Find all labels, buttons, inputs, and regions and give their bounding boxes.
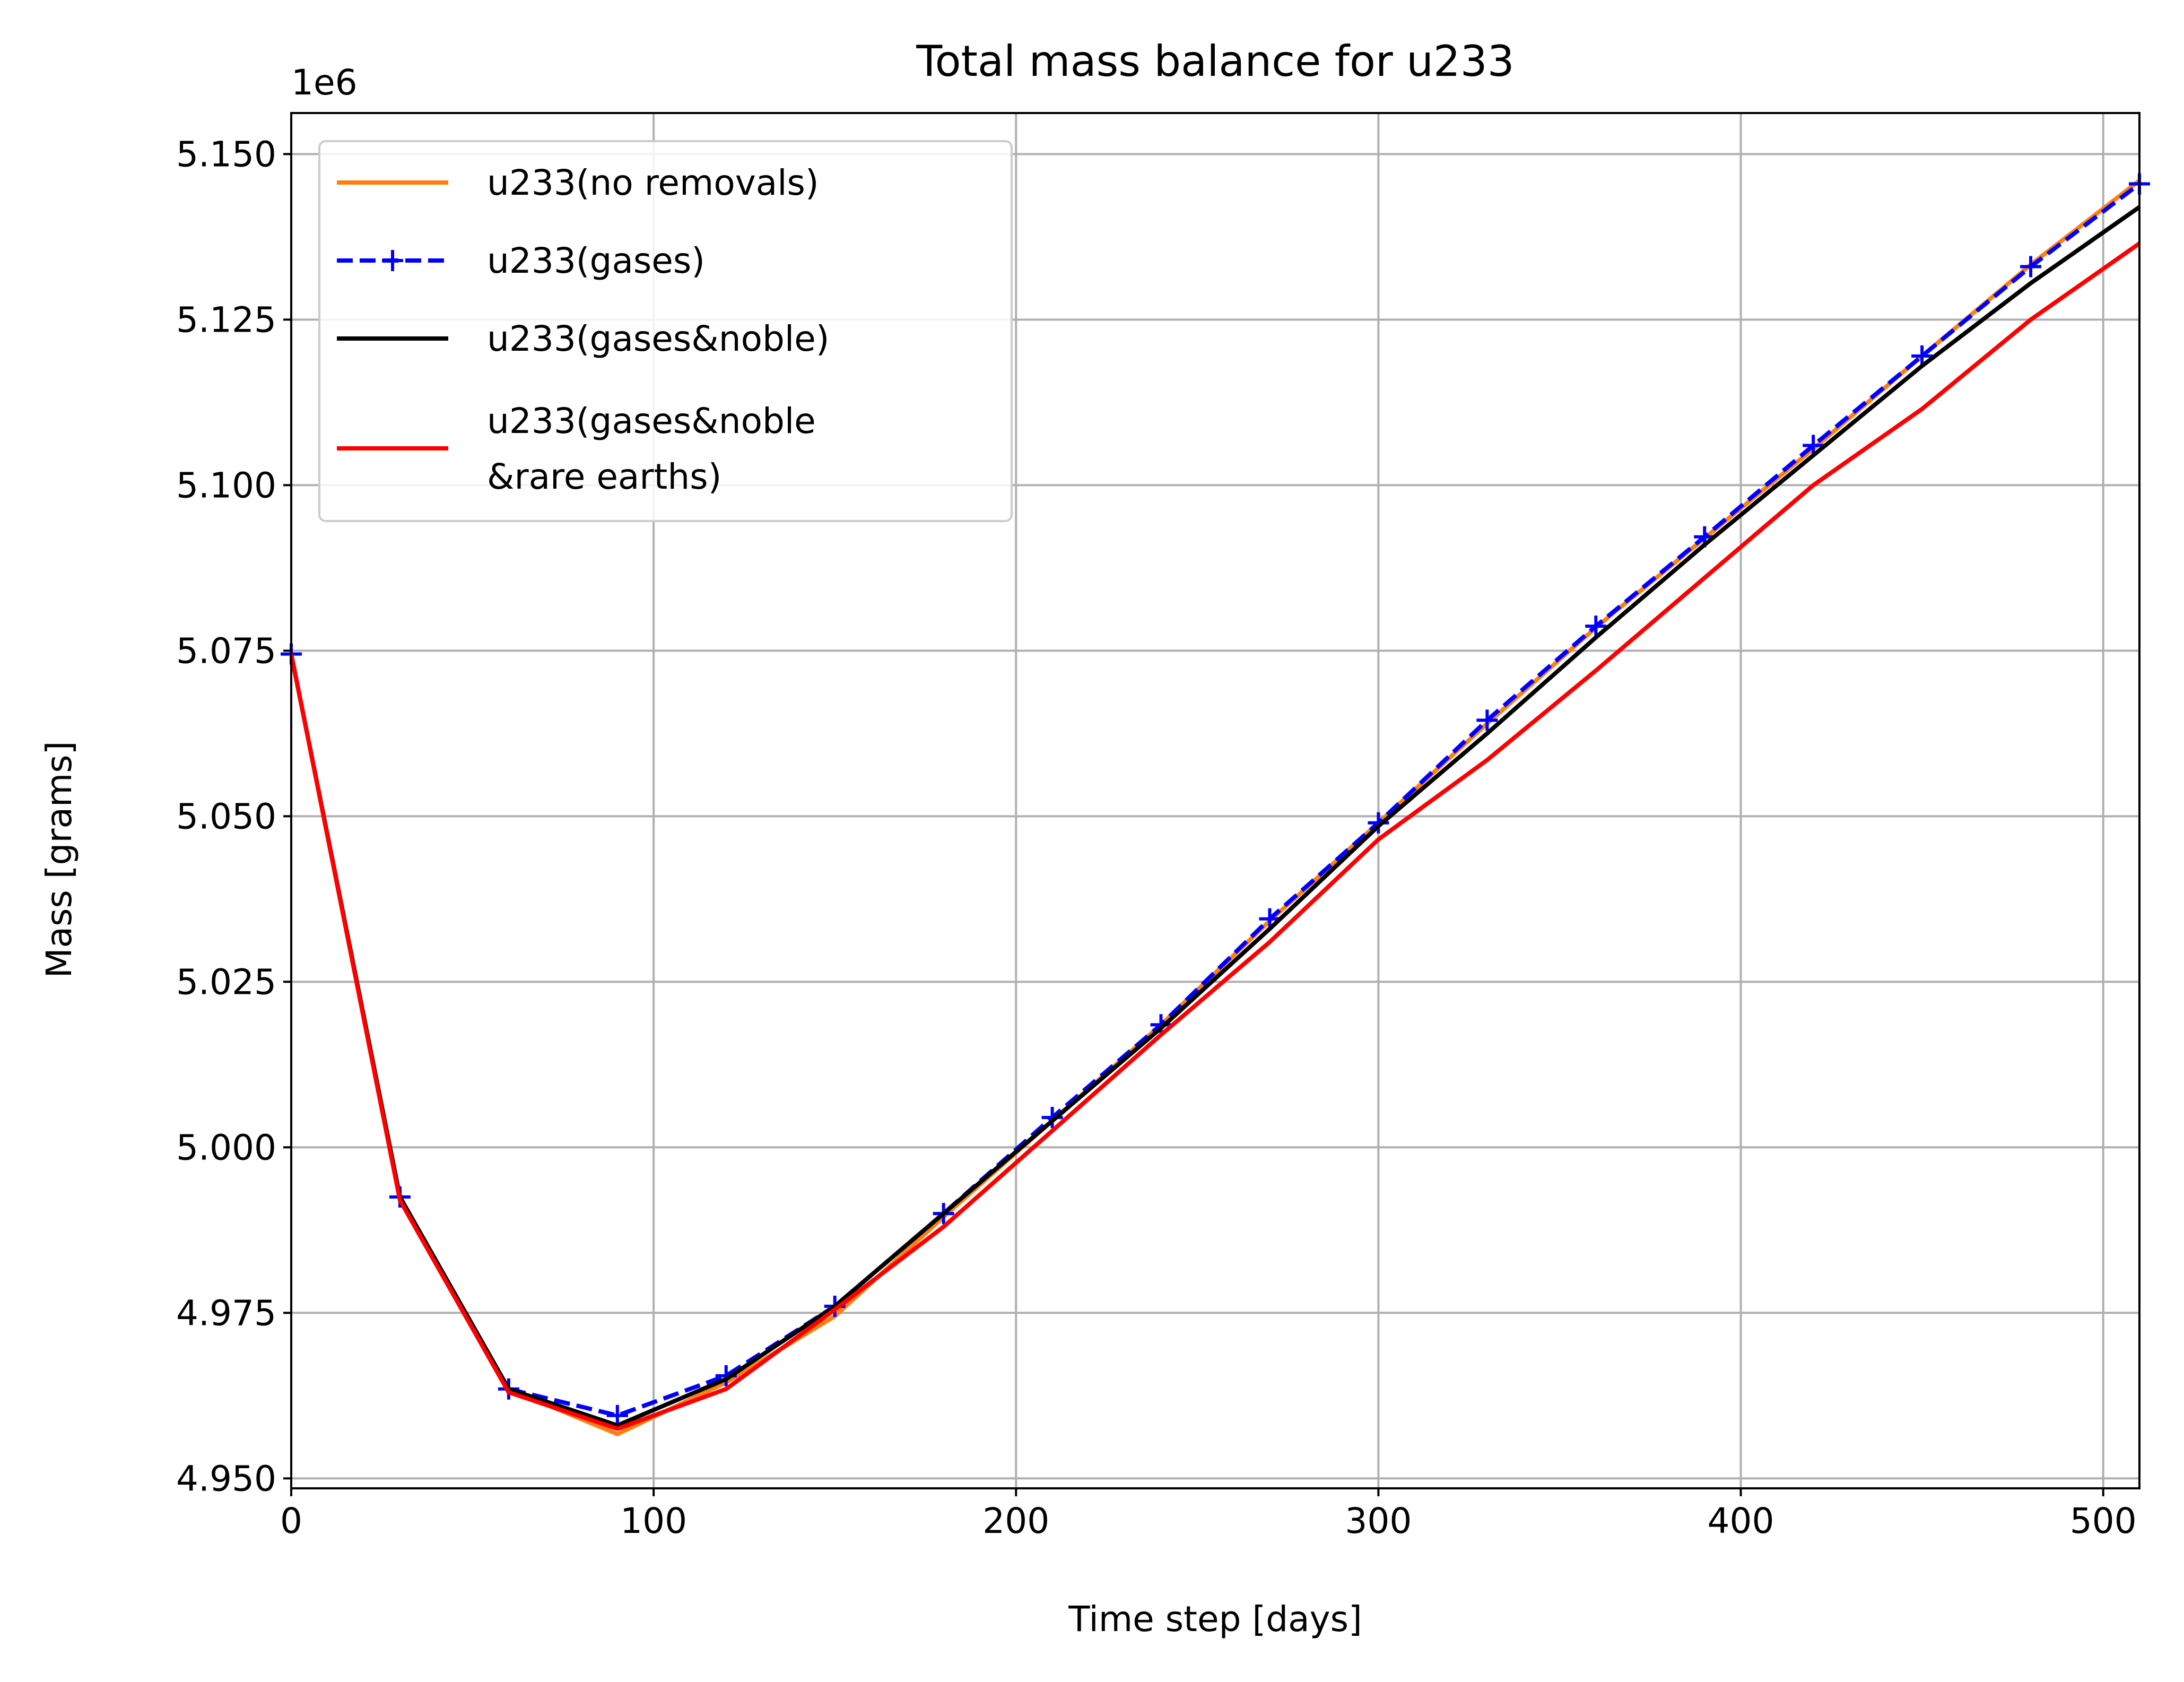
legend-item: u233(gases&noble)	[337, 318, 830, 359]
data-point-marker	[1585, 615, 1607, 637]
legend-label-line: u233(no removals)	[487, 162, 819, 203]
plot-frame	[290, 112, 2141, 1489]
y-tick-label: 5.000	[176, 1127, 276, 1168]
series-line	[289, 241, 2141, 1431]
legend-label: u233(gases&noble &rare earths)	[487, 401, 816, 497]
x-tick-label: 200	[982, 1501, 1049, 1541]
series-u233-gases-noble	[289, 205, 2141, 1428]
y-tick-label: 4.975	[176, 1293, 276, 1333]
chart-title: Total mass balance for u233	[916, 37, 1514, 86]
legend-label-line: &rare earths)	[487, 456, 721, 497]
data-point-marker	[606, 1404, 628, 1426]
x-ticks: 0 100 200 300 400 500	[280, 1488, 2137, 1541]
x-tick-label: 500	[2070, 1501, 2137, 1541]
legend-box	[318, 140, 1013, 522]
y-tick-label: 4.950	[176, 1458, 276, 1499]
x-tick-label: 100	[620, 1501, 687, 1541]
legend-label: u233(no removals)	[487, 162, 819, 203]
y-ticks: 4.950 4.975 5.000 5.025 5.050 5.075 5.100 5.125…	[176, 134, 291, 1499]
x-tick-label: 300	[1345, 1501, 1412, 1541]
y-tick-label: 5.050	[176, 796, 276, 837]
data-point-marker	[1803, 435, 1824, 456]
grid	[290, 113, 2139, 1488]
legend-label-line: u233(gases&noble)	[487, 318, 830, 359]
series-u233-gases-noble-rare-earths	[289, 241, 2141, 1431]
data-point-marker	[1150, 1014, 1172, 1036]
y-tick-label: 5.025	[176, 961, 276, 1002]
data-point-marker	[1476, 709, 1498, 731]
legend-item: u233(gases&noble &rare earths)	[337, 401, 816, 497]
series-layer	[281, 173, 2150, 1436]
data-point-marker	[1911, 345, 1933, 367]
y-tick-label: 5.100	[176, 465, 276, 506]
legend: u233(no removals) u233(gases) u233(gases&n…	[318, 140, 1013, 522]
legend-item: u233(gases)	[337, 240, 705, 281]
y-axis-label: Mass [grams]	[39, 741, 80, 978]
y-tick-label: 5.075	[176, 630, 276, 671]
y-tick-label: 5.150	[176, 134, 276, 175]
legend-label-line: u233(gases&noble	[487, 401, 816, 441]
x-tick-label: 400	[1708, 1501, 1774, 1541]
y-offset-label: 1e6	[291, 62, 358, 103]
y-tick-label: 5.125	[176, 299, 276, 340]
x-tick-label: 0	[280, 1501, 302, 1541]
legend-label: u233(gases)	[487, 240, 705, 281]
series-line	[289, 182, 2141, 1418]
legend-label: u233(gases&noble)	[487, 318, 830, 359]
x-axis-label: Time step [days]	[1068, 1599, 1362, 1640]
series-line	[289, 205, 2141, 1428]
data-point-marker	[2020, 256, 2042, 278]
legend-label-line: u233(gases)	[487, 240, 705, 281]
legend-marker	[382, 250, 403, 271]
legend-item: u233(no removals)	[337, 162, 819, 203]
